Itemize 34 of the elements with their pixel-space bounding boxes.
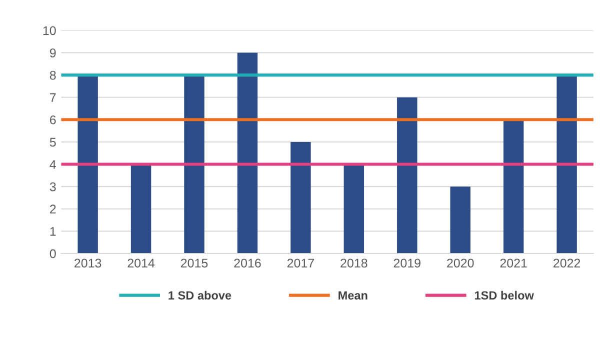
y-tick-label: 5	[50, 138, 56, 147]
x-tick-label: 2021	[500, 258, 527, 268]
y-tick-label: 6	[50, 115, 56, 124]
y-tick-label: 1	[50, 227, 56, 236]
bar	[130, 164, 152, 254]
bar	[290, 142, 311, 254]
x-tick-label: 2017	[287, 258, 314, 268]
bar	[184, 75, 204, 254]
y-tick-label: 2	[50, 204, 56, 214]
y-tick-label: 3	[50, 182, 56, 192]
legend-label: 1 SD above	[168, 290, 232, 300]
y-tick-label: 0	[50, 249, 56, 258]
legend-label: 1SD below	[474, 290, 534, 300]
x-tick-label: 2019	[394, 258, 420, 268]
bar	[78, 75, 98, 254]
bar	[503, 120, 524, 254]
y-tick-label: 9	[50, 48, 56, 58]
x-tick-label: 2020	[447, 258, 474, 268]
bar	[556, 75, 577, 254]
x-tick-label: 2016	[234, 258, 261, 268]
x-tick-label: 2022	[554, 258, 580, 268]
bar	[344, 164, 364, 254]
x-tick-label: 2015	[180, 258, 208, 268]
bar	[237, 52, 258, 254]
bar	[397, 97, 418, 254]
bar	[450, 186, 470, 254]
y-tick-label: 4	[50, 160, 56, 169]
y-tick-label: 7	[50, 93, 56, 102]
legend-label: Mean	[338, 291, 368, 300]
x-tick-label: 2018	[340, 258, 368, 268]
x-tick-label: 2014	[128, 258, 155, 268]
x-tick-label: 2013	[74, 258, 102, 268]
y-tick-label: 10	[43, 26, 56, 36]
y-tick-label: 8	[50, 70, 56, 80]
